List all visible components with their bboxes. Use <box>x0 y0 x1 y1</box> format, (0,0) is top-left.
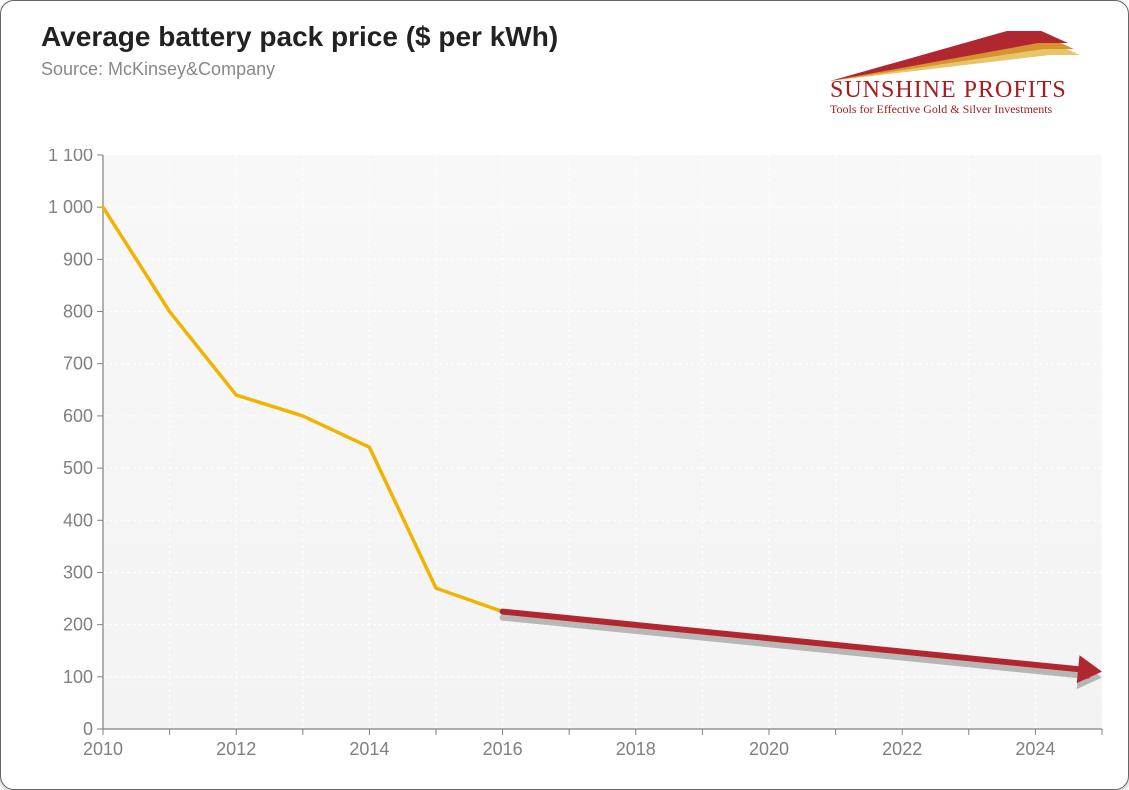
svg-text:2022: 2022 <box>882 739 922 759</box>
logo-swoosh-icon <box>830 31 1080 81</box>
svg-text:500: 500 <box>63 458 93 478</box>
svg-text:1 000: 1 000 <box>48 197 93 217</box>
chart-plot: 0 100 200 300 400 500 600 700 800 900 1 000 1 100 20… <box>41 149 1108 761</box>
svg-text:300: 300 <box>63 562 93 582</box>
svg-text:2010: 2010 <box>83 739 123 759</box>
svg-text:2020: 2020 <box>749 739 789 759</box>
svg-text:1 100: 1 100 <box>48 149 93 165</box>
svg-text:100: 100 <box>63 667 93 687</box>
logo-brand-line1: SUNSHINE PROFITS <box>830 77 1067 103</box>
sunshine-profits-logo-icon: SUNSHINE PROFITS Tools for Effective Gol… <box>820 31 1100 121</box>
logo-brand-line2: Tools for Effective Gold & Silver Invest… <box>830 102 1053 116</box>
svg-text:2024: 2024 <box>1015 739 1055 759</box>
chart-card: Average battery pack price ($ per kWh) S… <box>0 0 1129 790</box>
brand-logo: SUNSHINE PROFITS Tools for Effective Gol… <box>820 31 1100 121</box>
svg-text:2014: 2014 <box>349 739 389 759</box>
svg-text:2016: 2016 <box>483 739 523 759</box>
line-chart-svg: 0 100 200 300 400 500 600 700 800 900 1 000 1 100 20… <box>41 149 1110 763</box>
svg-text:600: 600 <box>63 406 93 426</box>
svg-text:200: 200 <box>63 615 93 635</box>
svg-text:0: 0 <box>83 719 93 739</box>
svg-text:400: 400 <box>63 510 93 530</box>
svg-text:700: 700 <box>63 354 93 374</box>
svg-text:800: 800 <box>63 302 93 322</box>
svg-text:2018: 2018 <box>616 739 656 759</box>
svg-text:2012: 2012 <box>216 739 256 759</box>
svg-text:900: 900 <box>63 249 93 269</box>
